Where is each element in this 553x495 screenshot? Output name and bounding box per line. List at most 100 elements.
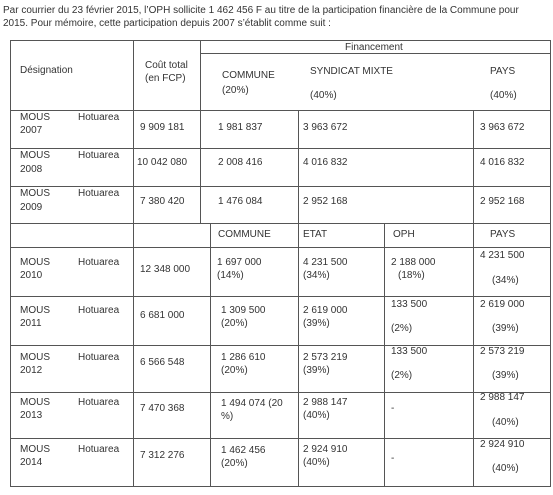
- table2-col-divider: [384, 224, 385, 487]
- table2-right-border: [550, 224, 551, 487]
- header-commune: COMMUNE: [222, 70, 275, 81]
- row-designation: MOUS: [20, 150, 50, 161]
- row-pays-pct: (40%): [492, 417, 519, 428]
- row-oph: 133 500: [391, 346, 428, 357]
- row-year: 2011: [20, 318, 42, 329]
- row-commune: 1 462 456 (20%): [221, 445, 266, 469]
- row-etat: 2 924 910: [303, 444, 348, 455]
- row-pays: 2 924 910: [480, 439, 525, 450]
- row-place: Hotuarea: [78, 305, 120, 316]
- table2-col-divider: [473, 224, 474, 487]
- row-pays-pct: (39%): [492, 323, 519, 334]
- row-pays: 2 988 147: [480, 392, 525, 403]
- intro-paragraph: Par courrier du 23 février 2015, l’OPH s…: [3, 4, 551, 30]
- row-year: 2007: [20, 125, 43, 136]
- table2-bottom-border: [10, 486, 551, 487]
- row-pays-pct: (40%): [492, 463, 519, 474]
- row-etat: 4 231 500: [303, 257, 348, 268]
- table1-top-border: [10, 40, 551, 41]
- row-cout: 9 909 181: [140, 122, 185, 133]
- row-year: 2014: [20, 457, 43, 468]
- table2-header-bottom: [10, 247, 551, 248]
- row-etat: 2 619 000: [303, 305, 348, 316]
- table1-row-divider: [10, 148, 551, 149]
- row-commune: 1 309 500: [221, 305, 266, 316]
- row-pays-pct: (39%): [492, 370, 519, 381]
- header2-etat: ETAT: [303, 229, 328, 240]
- row-etat-pct: (34%): [303, 270, 330, 281]
- row-designation: MOUS: [20, 397, 50, 408]
- row-pays-pct: (34%): [492, 275, 519, 286]
- row-oph: 133 500: [391, 299, 428, 310]
- row-cout: 10 042 080: [137, 157, 188, 168]
- row-designation: MOUS: [20, 188, 50, 199]
- row-oph-pct: (18%): [398, 270, 425, 281]
- header2-commune: COMMUNE: [218, 229, 271, 240]
- row-oph: 2 188 000: [391, 257, 436, 268]
- table2-left-border: [10, 224, 11, 487]
- table2-col-divider: [133, 224, 134, 487]
- row-cout: 6 566 548: [140, 357, 185, 368]
- table1-right-border: [550, 40, 551, 224]
- row-place: Hotuarea: [78, 397, 120, 408]
- row-etat: 2 573 219: [303, 352, 348, 363]
- row-designation: MOUS: [20, 444, 50, 455]
- row-year: 2009: [20, 202, 43, 213]
- row-pays: 2 619 000: [480, 299, 525, 310]
- row-cout: 7 312 276: [140, 450, 185, 461]
- table1-bottom-border: [10, 223, 551, 224]
- table2-col-divider: [210, 224, 211, 487]
- table2-row-divider: [10, 296, 551, 297]
- row-designation: MOUS: [20, 305, 50, 316]
- row-pays: 2 952 168: [480, 196, 525, 207]
- header-pays: PAYS: [490, 66, 516, 77]
- table1-header-bottom: [10, 110, 551, 111]
- row-year: 2012: [20, 365, 43, 376]
- intro-line-1: Par courrier du 23 février 2015, l’OPH s…: [3, 5, 519, 16]
- header2-oph: OPH: [393, 229, 415, 240]
- row-commune: 2 008 416: [218, 157, 263, 168]
- header-syndicat-mixte: SYNDICAT MIXTE: [310, 66, 393, 77]
- row-place: Hotuarea: [78, 150, 120, 161]
- table1-col-divider: [133, 40, 134, 224]
- row-commune: 1 286 610: [221, 352, 266, 363]
- row-place: Hotuarea: [78, 257, 120, 268]
- header-syndicat-pct: (40%): [310, 90, 337, 101]
- row-year: 2013: [20, 410, 43, 421]
- row-place: Hotuarea: [78, 444, 120, 455]
- row-designation: MOUS: [20, 257, 50, 268]
- row-cout: 6 681 000: [140, 310, 185, 321]
- row-etat: 2 988 147: [303, 397, 348, 408]
- row-pays: 3 963 672: [480, 122, 525, 133]
- table2-row-divider: [10, 392, 551, 393]
- row-cout: 7 470 368: [140, 403, 185, 414]
- table1-col-divider: [298, 110, 299, 224]
- header-commune-pct: (20%): [222, 85, 249, 96]
- table1-col-divider: [200, 40, 201, 224]
- row-commune: 1 697 000: [217, 257, 262, 268]
- table2-row-divider: [10, 345, 551, 346]
- row-cout: 12 348 000: [140, 264, 191, 275]
- header-designation: Désignation: [20, 65, 73, 76]
- row-commune: 1 494 074 (20 %): [221, 398, 283, 422]
- header2-pays: PAYS: [490, 229, 516, 240]
- row-place: Hotuarea: [78, 188, 120, 199]
- row-oph-pct: (2%): [391, 370, 413, 381]
- table1-col-divider: [473, 110, 474, 224]
- header-cout-total: Coût total: [145, 60, 188, 71]
- row-commune-pct: (20%): [221, 365, 248, 376]
- row-syndicat: 2 952 168: [303, 196, 348, 207]
- row-syndicat: 3 963 672: [303, 122, 348, 133]
- table1-financement-divider: [200, 53, 551, 54]
- table1-row-divider: [10, 186, 551, 187]
- row-place: Hotuarea: [78, 352, 120, 363]
- row-commune-pct: (20%): [221, 318, 248, 329]
- row-pays: 2 573 219: [480, 346, 525, 357]
- row-designation: MOUS: [20, 352, 50, 363]
- row-oph-pct: (2%): [391, 323, 413, 334]
- table1-left-border: [10, 40, 11, 224]
- row-commune: 1 981 837: [218, 122, 263, 133]
- intro-line-2: 2015. Pour mémoire, cette participation …: [3, 18, 331, 29]
- row-designation: MOUS: [20, 112, 50, 123]
- row-syndicat: 4 016 832: [303, 157, 348, 168]
